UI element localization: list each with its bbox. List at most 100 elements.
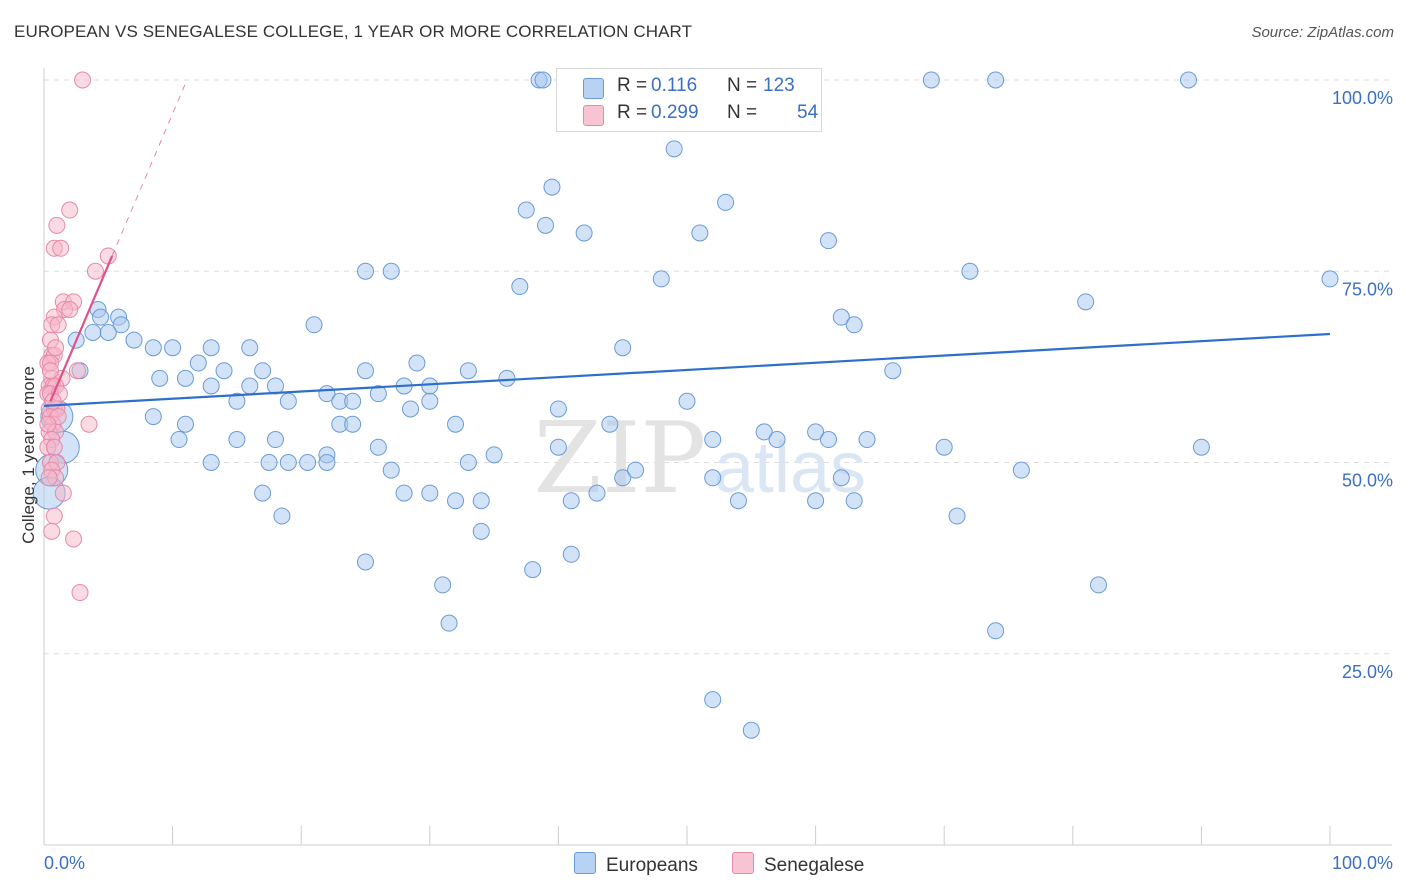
europeans-point <box>189 354 207 372</box>
europeans-point <box>832 308 850 326</box>
europeans-point <box>768 431 786 449</box>
europeans-point <box>202 377 220 395</box>
europeans-point <box>588 484 606 502</box>
senegalese-point <box>54 484 72 502</box>
europeans-point <box>241 377 259 395</box>
europeans-point <box>961 262 979 280</box>
y-tick-label: 25.0% <box>1342 662 1393 682</box>
x-tick-label: 100.0% <box>1332 853 1393 873</box>
legend-europeans-label: Europeans <box>606 855 698 876</box>
chart-title: EUROPEAN VS SENEGALESE COLLEGE, 1 YEAR O… <box>14 22 693 41</box>
europeans-point <box>408 354 426 372</box>
europeans-point <box>534 71 552 89</box>
europeans-point <box>691 224 709 242</box>
europeans-point <box>922 71 940 89</box>
europeans-point <box>562 492 580 510</box>
senegalese-swatch <box>732 852 754 874</box>
europeans-point <box>832 469 850 487</box>
europeans-point <box>99 323 117 341</box>
senegalese-point <box>47 339 65 357</box>
europeans-point <box>511 278 529 296</box>
europeans-point <box>228 431 246 449</box>
europeans-point <box>614 339 632 357</box>
europeans-point <box>144 408 162 426</box>
legend-europeans: Europeans <box>574 852 698 877</box>
europeans-point <box>884 362 902 380</box>
senegalese-point <box>45 438 63 456</box>
europeans-point <box>299 454 317 471</box>
europeans-point <box>627 461 645 479</box>
europeans-point <box>845 492 863 510</box>
trend-lines <box>43 79 1331 407</box>
europeans-point <box>402 400 420 418</box>
europeans-point <box>112 316 130 334</box>
europeans-point <box>215 362 233 380</box>
y-tick-label: 50.0% <box>1342 471 1393 491</box>
europeans-point <box>498 369 516 387</box>
europeans-point <box>144 339 162 357</box>
europeans-point <box>382 461 400 479</box>
europeans-point <box>273 507 291 525</box>
europeans-point <box>434 576 452 594</box>
senegalese-point <box>65 530 83 548</box>
europeans-point <box>344 392 362 410</box>
y-tick-label: 100.0% <box>1332 88 1393 108</box>
europeans-point <box>1012 461 1030 479</box>
europeans-point <box>369 385 387 403</box>
europeans-point <box>948 507 966 525</box>
europeans-point <box>357 362 374 380</box>
tick-labels: 25.0% 50.0% 75.0% 100.0% 0.0% 100.0% <box>44 88 1393 873</box>
y-tick-label: 75.0% <box>1342 279 1393 299</box>
senegalese-trend-extension <box>111 79 188 257</box>
senegalese-point <box>74 71 92 89</box>
senegalese-point <box>61 201 79 219</box>
europeans-point <box>421 484 439 502</box>
europeans-point <box>704 691 722 709</box>
senegalese-point <box>68 362 86 380</box>
senegalese-point <box>41 362 59 380</box>
senegalese-point <box>61 301 79 318</box>
europeans-point <box>447 492 465 510</box>
europeans-point <box>1090 576 1108 594</box>
senegalese-point <box>71 584 89 602</box>
europeans-point <box>472 492 490 510</box>
europeans-point <box>125 331 143 349</box>
senegalese-point <box>39 415 57 433</box>
europeans-point <box>549 400 567 418</box>
europeans-point <box>652 270 670 288</box>
europeans-point <box>935 438 953 456</box>
source-label: Source: ZipAtlas.com <box>1251 24 1394 41</box>
europeans-point <box>151 369 169 387</box>
europeans-point <box>575 224 593 242</box>
europeans-point <box>254 484 272 502</box>
europeans-point <box>279 454 297 471</box>
europeans-point <box>845 316 863 334</box>
legend-n-label: N = <box>727 75 758 96</box>
europeans-point <box>84 323 102 341</box>
europeans-points <box>32 71 1339 739</box>
europeans-point <box>459 454 477 471</box>
europeans-trend-line <box>43 332 1331 407</box>
europeans-point <box>614 469 632 487</box>
legend-r-label: R = <box>617 102 648 123</box>
senegalese-point <box>40 469 58 487</box>
grid-lines <box>44 79 1392 655</box>
legend-n-value: 123 <box>763 75 795 96</box>
legend-r-label: R = <box>617 75 648 96</box>
legend-n-label: N = <box>727 102 758 123</box>
europeans-swatch <box>574 852 596 874</box>
europeans-point <box>543 178 561 196</box>
senegalese-points <box>39 71 117 602</box>
europeans-point <box>704 469 722 487</box>
europeans-point <box>987 622 1005 640</box>
senegalese-point <box>86 262 104 280</box>
europeans-point <box>92 308 110 326</box>
europeans-point <box>742 721 760 739</box>
europeans-point <box>170 431 188 449</box>
europeans-point <box>228 392 246 410</box>
legend-n-value: 54 <box>797 102 819 123</box>
europeans-point <box>819 431 837 449</box>
europeans-point <box>260 454 278 471</box>
europeans-point <box>562 545 580 563</box>
